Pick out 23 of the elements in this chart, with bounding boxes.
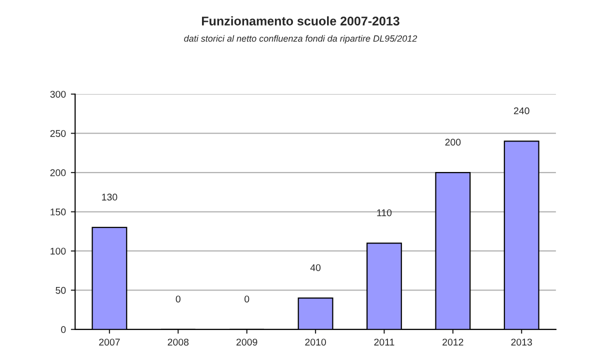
y-tick-label: 150 — [50, 208, 66, 216]
x-tick-label: 2013 — [511, 338, 532, 346]
y-tick-label: 200 — [50, 169, 66, 176]
y-tick-label: 0 — [61, 326, 66, 334]
x-tick-label: 2009 — [236, 338, 258, 346]
data-label: 240 — [514, 107, 530, 114]
data-label: 0 — [244, 296, 250, 302]
data-label: 110 — [377, 209, 392, 216]
x-tick-label: 2012 — [442, 338, 464, 346]
x-tick-label: 2011 — [374, 338, 394, 346]
x-tick-label: 2007 — [99, 338, 120, 346]
y-tick-label: 250 — [50, 130, 66, 137]
y-tick-label: 300 — [50, 90, 66, 98]
data-label: 0 — [176, 296, 180, 302]
chart-subtitle: dati storici al netto confluenza fondi da ripartire DL95/2012 — [184, 35, 418, 44]
y-tick-label: 50 — [56, 286, 66, 294]
data-label: 200 — [445, 138, 461, 146]
x-tick-label: 2010 — [305, 338, 326, 346]
chart-title: Funzionamento scuole 2007-2013 — [202, 16, 400, 26]
data-label: 40 — [310, 264, 321, 272]
x-tick-label: 2008 — [168, 338, 189, 346]
y-tick-label: 100 — [50, 248, 66, 255]
data-label: 130 — [102, 194, 118, 201]
